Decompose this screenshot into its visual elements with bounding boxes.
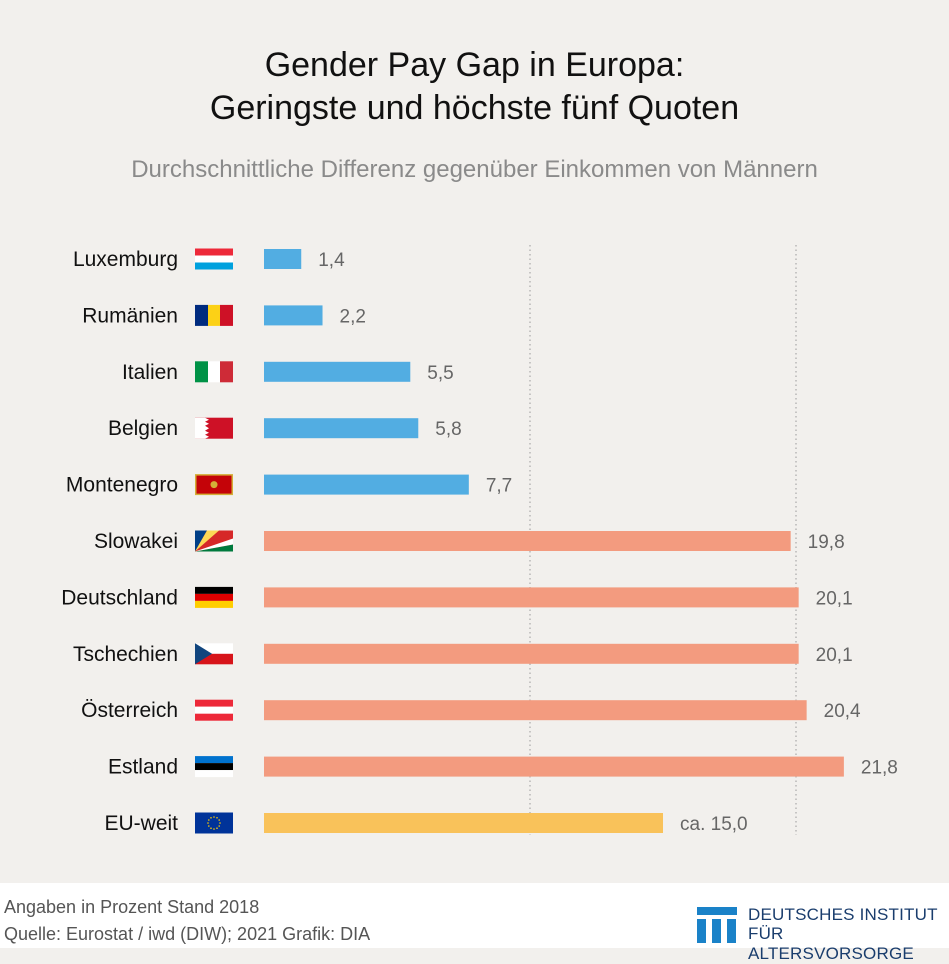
chart-subtitle: Durchschnittliche Differenz gegenüber Ei… — [131, 156, 818, 183]
bar-slowakei — [264, 531, 791, 551]
bar-luxemburg — [264, 249, 302, 269]
value-label: 19,8 — [808, 532, 845, 553]
value-label: 1,4 — [318, 250, 345, 271]
title-line-1: Gender Pay Gap in Europa: — [264, 46, 685, 84]
bar-deutschland — [264, 587, 799, 608]
country-label: EU-weit — [104, 812, 178, 835]
country-label: Österreich — [81, 699, 178, 722]
bar-chart: Luxemburg 1,4 Rumänien 2,2 Italien 5,5 Belgien… — [61, 245, 898, 835]
estonia-flag — [195, 756, 233, 778]
seychelles-flag — [195, 530, 233, 552]
country-label: Rumänien — [82, 304, 178, 327]
value-label: 21,8 — [861, 758, 898, 779]
logo-text-line-2: FÜR ALTERSVORSORGE — [748, 924, 914, 963]
country-label: Estland — [108, 756, 178, 779]
bar-rumänien — [264, 305, 323, 326]
romania-flag — [195, 304, 233, 326]
bar-estland — [264, 756, 844, 777]
bar-belgien — [264, 418, 419, 439]
footer-note: Angaben in Prozent Stand 2018 — [4, 897, 260, 917]
czech-flag — [195, 643, 233, 665]
chart-title: Gender Pay Gap in Europa: Geringste und … — [0, 44, 949, 130]
bahrain-flag — [195, 417, 233, 439]
country-label: Luxemburg — [73, 248, 178, 271]
value-label: ca. 15,0 — [680, 814, 748, 835]
value-label: 2,2 — [340, 306, 366, 327]
italy-flag — [195, 361, 233, 383]
bar-italien — [264, 361, 411, 382]
country-label: Montenegro — [66, 474, 178, 497]
country-label: Deutschland — [61, 586, 178, 609]
luxembourg-flag — [195, 248, 233, 270]
footer: Angaben in Prozent Stand 2018 Quelle: Eu… — [0, 883, 949, 963]
dia-logo-icon — [697, 907, 737, 943]
eu-flag — [195, 812, 233, 834]
germany-flag — [195, 586, 233, 608]
value-label: 20,1 — [816, 588, 853, 609]
bar-eu-weit — [264, 813, 663, 833]
value-label: 7,7 — [486, 476, 512, 497]
bar-montenegro — [264, 474, 469, 495]
footer-source: Quelle: Eurostat / iwd (DIW); 2021 Grafi… — [4, 924, 371, 944]
country-label: Tschechien — [73, 643, 178, 666]
country-label: Belgien — [108, 417, 178, 440]
bar-österreich — [264, 700, 807, 721]
value-label: 20,1 — [816, 645, 853, 666]
country-label: Slowakei — [94, 530, 178, 553]
title-line-2: Geringste und höchste fünf Quoten — [209, 89, 740, 127]
value-label: 5,5 — [427, 363, 453, 384]
value-label: 20,4 — [824, 701, 861, 722]
bar-tschechien — [264, 643, 799, 664]
montenegro-flag — [195, 474, 233, 496]
austria-flag — [195, 699, 233, 721]
country-label: Italien — [122, 361, 178, 384]
value-label: 5,8 — [435, 419, 461, 440]
logo-text-line-1: DEUTSCHES INSTITUT — [748, 905, 938, 924]
